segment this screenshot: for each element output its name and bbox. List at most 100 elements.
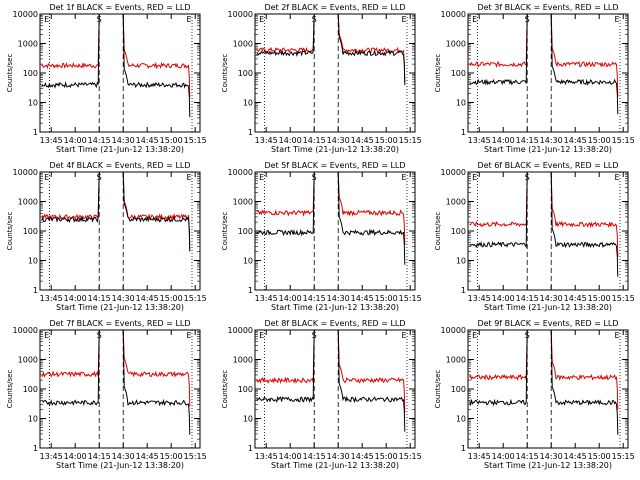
x-tick-label: 14:15 <box>303 294 326 303</box>
x-tick-label: 15:00 <box>588 452 611 461</box>
x-tick-label: 14:30 <box>327 452 350 461</box>
x-tick-label: 14:15 <box>516 452 539 461</box>
x-tick-label: 14:15 <box>303 452 326 461</box>
panel-title: Det 4f BLACK = Events, RED = LLD <box>49 161 190 170</box>
y-tick-label: 10 <box>456 99 466 108</box>
series-red-lld <box>41 329 191 407</box>
y-tick-label: 100 <box>451 227 466 236</box>
y-tick-label: 1000 <box>446 40 466 49</box>
x-tick-label: 14:45 <box>564 294 587 303</box>
y-tick-label: 1000 <box>18 40 38 49</box>
y-tick-label: 10000 <box>228 10 253 19</box>
e-marker: E <box>401 15 406 24</box>
x-axis-label: Start Time (21-Jun-12 13:38:20) <box>271 145 399 154</box>
x-axis-label: Start Time (21-Jun-12 13:38:20) <box>56 303 184 312</box>
y-tick-label: 100 <box>23 227 38 236</box>
y-tick-label: 100 <box>23 385 38 394</box>
panel-8: Det 8f BLACK = Events, RED = LLD 1 10 100 10… <box>221 319 422 470</box>
x-tick-label: 14:30 <box>112 136 135 145</box>
x-tick-label: 14:00 <box>492 452 515 461</box>
plot-frame <box>39 171 201 291</box>
x-tick-label: 14:15 <box>88 136 111 145</box>
x-tick-label: 15:00 <box>375 136 398 145</box>
e-marker: E <box>472 331 477 340</box>
x-axis-label: Start Time (21-Jun-12 13:38:20) <box>271 461 399 470</box>
y-tick-label: 100 <box>451 69 466 78</box>
panel-3: Det 3f BLACK = Events, RED = LLD 1 10 100 10… <box>434 3 635 154</box>
x-tick-label: 15:00 <box>588 294 611 303</box>
x-tick-label: 14:00 <box>492 294 515 303</box>
y-tick-label: 10 <box>28 257 38 266</box>
x-tick-label: 15:15 <box>184 294 207 303</box>
panel-title: Det 1f BLACK = Events, RED = LLD <box>49 3 190 12</box>
e-marker: E <box>44 173 49 182</box>
x-tick-label: 15:15 <box>612 136 635 145</box>
e-marker: E <box>44 331 49 340</box>
x-tick-label: 14:00 <box>64 294 87 303</box>
y-tick-label: 10000 <box>13 10 38 19</box>
y-tick-label: 1 <box>33 286 38 295</box>
panel-5: Det 5f BLACK = Events, RED = LLD 1 10 100 10… <box>221 161 422 312</box>
series-black-events <box>469 171 619 277</box>
panel-title: Det 3f BLACK = Events, RED = LLD <box>477 3 618 12</box>
x-tick-label: 14:45 <box>564 136 587 145</box>
e-marker: E <box>259 15 264 24</box>
y-tick-label: 10 <box>28 415 38 424</box>
x-axis-label: Start Time (21-Jun-12 13:38:20) <box>484 303 612 312</box>
y-tick-label: 1 <box>248 444 253 453</box>
x-tick-label: 14:00 <box>279 136 302 145</box>
y-tick-label: 100 <box>238 69 253 78</box>
y-tick-label: 1 <box>248 286 253 295</box>
x-tick-label: 14:30 <box>540 294 563 303</box>
y-tick-label: 10000 <box>13 168 38 177</box>
series-red-lld <box>41 171 191 250</box>
y-tick-label: 10000 <box>441 10 466 19</box>
y-tick-label: 1000 <box>18 198 38 207</box>
panel-title: Det 7f BLACK = Events, RED = LLD <box>49 319 190 328</box>
panel-title: Det 2f BLACK = Events, RED = LLD <box>264 3 405 12</box>
x-tick-label: 13:45 <box>40 294 63 303</box>
e-marker: E <box>472 15 477 24</box>
y-tick-label: 10000 <box>13 326 38 335</box>
x-tick-label: 13:45 <box>40 136 63 145</box>
x-tick-label: 15:15 <box>184 136 207 145</box>
y-tick-label: 1000 <box>233 198 253 207</box>
y-axis-label: Counts/sec <box>6 212 14 251</box>
e-marker: E <box>186 331 191 340</box>
y-axis-label: Counts/sec <box>6 54 14 93</box>
series-black-events <box>256 171 406 265</box>
panel-title: Det 8f BLACK = Events, RED = LLD <box>264 319 405 328</box>
x-tick-label: 14:45 <box>564 452 587 461</box>
x-tick-label: 13:45 <box>255 452 278 461</box>
e-marker: E <box>259 173 264 182</box>
x-tick-label: 15:00 <box>160 136 183 145</box>
x-tick-label: 14:15 <box>88 294 111 303</box>
y-tick-label: 10 <box>243 99 253 108</box>
y-tick-label: 1000 <box>233 40 253 49</box>
y-tick-label: 1 <box>461 444 466 453</box>
y-tick-label: 1 <box>33 444 38 453</box>
y-tick-label: 10000 <box>228 326 253 335</box>
series-red-lld <box>256 13 406 83</box>
x-tick-label: 14:15 <box>303 136 326 145</box>
panel-9: Det 9f BLACK = Events, RED = LLD 1 10 100 10… <box>434 319 635 470</box>
x-tick-label: 15:00 <box>375 452 398 461</box>
e-marker: E <box>614 15 619 24</box>
y-axis-label: Counts/sec <box>221 370 229 409</box>
x-tick-label: 15:15 <box>184 452 207 461</box>
series-black-events <box>256 329 406 432</box>
series-black-events <box>41 171 191 252</box>
x-tick-label: 15:00 <box>588 136 611 145</box>
x-tick-label: 15:00 <box>160 452 183 461</box>
y-tick-label: 1 <box>461 286 466 295</box>
e-marker: E <box>259 331 264 340</box>
y-axis-label: Counts/sec <box>434 54 442 93</box>
x-tick-label: 15:00 <box>375 294 398 303</box>
x-axis-label: Start Time (21-Jun-12 13:38:20) <box>271 303 399 312</box>
y-tick-label: 1 <box>248 128 253 137</box>
x-tick-label: 14:30 <box>540 136 563 145</box>
plot-frame <box>39 329 201 449</box>
x-tick-label: 13:45 <box>468 136 491 145</box>
y-tick-label: 10 <box>28 99 38 108</box>
series-red-lld <box>469 13 619 97</box>
